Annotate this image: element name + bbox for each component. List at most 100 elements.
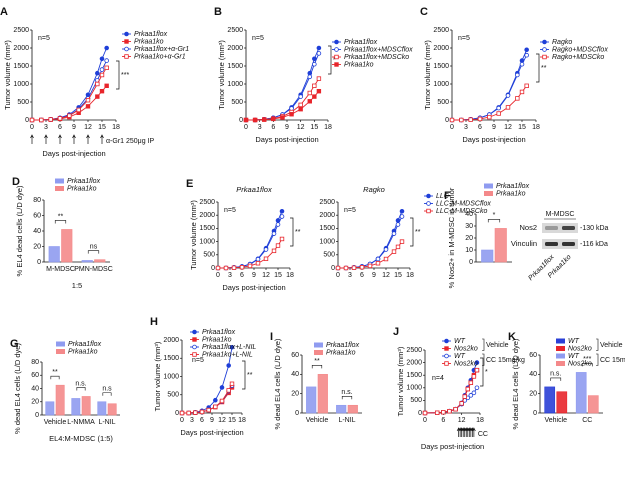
sig-label: ***	[583, 356, 591, 363]
x-tick-label: 3	[44, 124, 48, 131]
dose-arrow	[469, 427, 473, 437]
y-tick-label: 500	[231, 99, 243, 106]
point	[199, 409, 205, 415]
legend-label: Prkaa1flox	[68, 341, 102, 348]
point	[465, 386, 470, 392]
y-tick-label: 40	[33, 228, 41, 235]
x-tick-label: PMN-MDSC	[74, 266, 113, 273]
series-line	[452, 54, 528, 121]
point	[99, 67, 105, 72]
legend-label: WT	[568, 353, 580, 360]
sig-bracket	[116, 60, 120, 90]
legend-swatch	[56, 349, 65, 354]
point	[312, 83, 317, 88]
legend-marker	[192, 329, 197, 335]
legend-marker	[334, 39, 339, 45]
legend-label: Prkaa1ko	[326, 349, 356, 356]
x-tick-label: 12	[84, 124, 92, 131]
legend-marker	[124, 54, 129, 59]
bar	[481, 249, 494, 263]
legend-marker	[124, 31, 129, 37]
point	[298, 94, 303, 99]
blot-band	[545, 242, 558, 246]
n-label: n=5	[252, 35, 264, 42]
legend-brace	[596, 353, 599, 366]
x-tick-label: 0	[30, 124, 34, 131]
dose-arrow	[30, 134, 34, 144]
point	[29, 117, 35, 123]
y-tick-label: 0	[37, 259, 41, 266]
y-tick-label: 60	[31, 372, 39, 379]
y-tick-label: 1000	[13, 81, 29, 88]
point	[263, 247, 269, 252]
sig-label: n.s.	[550, 371, 561, 378]
y-tick-label: 500	[437, 99, 449, 106]
y-tick-label: 0	[533, 410, 537, 417]
bar	[94, 259, 106, 263]
point	[399, 239, 405, 244]
x-tick-label: 9	[492, 124, 496, 131]
point	[48, 117, 53, 122]
point	[519, 61, 525, 67]
point	[474, 360, 480, 365]
legend-marker	[124, 46, 129, 52]
blot-size: -116 kDa	[580, 241, 608, 248]
n-label: n=5	[344, 207, 356, 214]
point	[279, 236, 285, 242]
legend-label: Ragko+MDSCko	[552, 54, 604, 61]
sig-label: *	[333, 57, 336, 64]
bar	[544, 386, 556, 414]
point	[104, 83, 109, 88]
dose-arrow	[58, 134, 62, 144]
x-tick-label: 18	[476, 417, 484, 424]
point	[462, 394, 467, 399]
sig-label: *	[485, 369, 488, 376]
point	[255, 256, 261, 262]
dose-arrow	[100, 134, 104, 144]
sig-bracket	[480, 357, 484, 387]
point	[275, 243, 281, 248]
n-label: n=5	[458, 35, 470, 42]
panel-letter: H	[150, 316, 158, 328]
point	[289, 106, 294, 111]
point	[471, 374, 477, 379]
y-tick-label: 40	[465, 211, 473, 218]
y-tick-label: 2000	[433, 45, 449, 52]
blot-band	[545, 226, 558, 230]
series-line	[218, 238, 283, 269]
bar	[97, 401, 107, 416]
point	[280, 115, 285, 120]
y-tick-label: 0	[469, 259, 473, 266]
x-axis-label: Days post-injection	[42, 149, 105, 158]
x-tick-label: 3	[190, 417, 194, 424]
dose-arrow	[72, 134, 76, 144]
series-line	[32, 67, 108, 121]
legend-marker	[426, 201, 431, 206]
sig-bracket	[50, 375, 60, 380]
point	[213, 397, 218, 403]
x-tick-label: 6	[200, 417, 204, 424]
point	[39, 117, 44, 123]
y-tick-label: 60	[291, 352, 299, 359]
y-tick-label: 1000	[406, 385, 422, 392]
y-tick-label: 500	[410, 397, 422, 404]
sig-bracket	[102, 392, 112, 396]
point	[399, 214, 405, 219]
dose-label: α-Gr1 250μg IP	[106, 138, 154, 145]
point	[383, 256, 389, 262]
point	[447, 409, 452, 414]
x-tick-label: 9	[285, 124, 289, 131]
x-tick-label: 0	[450, 124, 454, 131]
x-tick-label: CC	[582, 417, 592, 424]
y-tick-label: 0	[211, 265, 215, 272]
sig-bracket	[550, 377, 562, 381]
x-tick-label: 3	[348, 272, 352, 279]
point	[307, 90, 312, 96]
x-tick-label: 6	[58, 124, 62, 131]
x-tick-label: 18	[286, 272, 294, 279]
x-axis-label: Days post-injection	[255, 135, 318, 144]
x-tick-label: 3	[464, 124, 468, 131]
point	[312, 61, 317, 67]
x-tick-label: 15	[310, 124, 318, 131]
